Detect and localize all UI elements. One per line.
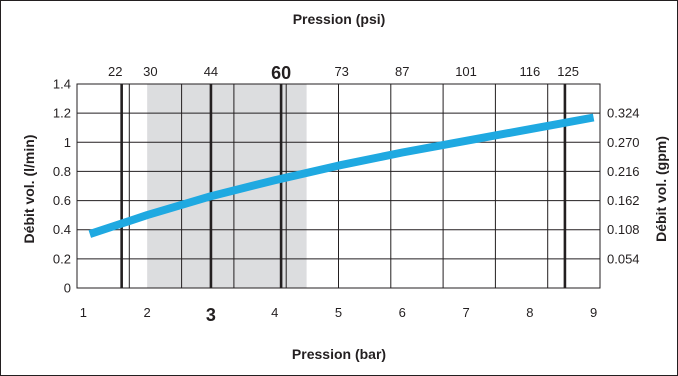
y-left-tick-label: 0.2 <box>53 251 71 266</box>
x-tick-label: 9 <box>590 305 597 320</box>
shaded-region-layer <box>147 84 307 288</box>
series-line-flow <box>88 113 595 238</box>
x-tick-label: 1 <box>80 305 87 320</box>
psi-tick-label: 22 <box>108 64 122 79</box>
x-tick-label: 7 <box>462 305 469 320</box>
y-left-tick-label: 0.8 <box>53 164 71 179</box>
y-left-tick-label: 1 <box>64 135 71 150</box>
plot-border <box>76 83 601 289</box>
y-left-tick-label: 1.2 <box>53 106 71 121</box>
y-right-tick-label: 0.216 <box>607 164 640 179</box>
y-left-tick-label: 0.6 <box>53 193 71 208</box>
x-axis-title: Pression (bar) <box>292 346 386 362</box>
psi-tick-label: 44 <box>204 64 218 79</box>
x-tick-label: 6 <box>399 305 406 320</box>
y-left-tick-label: 0.4 <box>53 222 71 237</box>
x-tick-label: 5 <box>335 305 342 320</box>
y-right-tick-label: 0.108 <box>607 222 640 237</box>
y-right-tick-label: 0.324 <box>607 106 640 121</box>
y-right-tick-labels: 0.054 0.108 0.162 0.216 0.270 0.324 <box>607 106 640 267</box>
psi-tick-label: 87 <box>395 64 409 79</box>
grid-layer <box>77 84 600 288</box>
top-axis-title: Pression (psi) <box>293 11 386 27</box>
y-right-axis-title: Débit vol. (gpm) <box>653 136 669 242</box>
psi-tick-labels: 22 30 44 60 73 87 101 116 125 <box>108 63 579 83</box>
x-tick-label: 4 <box>271 305 278 320</box>
y-right-tick-label: 0.162 <box>607 193 640 208</box>
y-right-tick-label: 0.270 <box>607 135 640 150</box>
y-left-tick-labels: 0 0.2 0.4 0.6 0.8 1 1.2 1.4 <box>53 77 71 296</box>
psi-tick-label: 101 <box>455 64 477 79</box>
psi-tick-label: 116 <box>519 64 540 79</box>
x-tick-label: 8 <box>526 305 533 320</box>
y-left-axis-title: Débit vol. (l/min) <box>21 135 37 244</box>
psi-tick-label: 30 <box>143 64 157 79</box>
psi-tick-label: 60 <box>271 63 291 83</box>
psi-tick-label: 73 <box>334 64 348 79</box>
y-right-tick-label: 0.054 <box>607 251 640 266</box>
y-left-tick-label: 0 <box>64 281 71 296</box>
emphasis-lines-layer <box>120 84 567 288</box>
x-tick-label: 2 <box>144 305 151 320</box>
psi-tick-label: 125 <box>557 64 579 79</box>
x-tick-label: 3 <box>206 305 216 325</box>
x-tick-labels: 1 2 3 4 5 6 7 8 9 <box>80 305 597 325</box>
y-left-tick-label: 1.4 <box>53 77 71 92</box>
series-layer <box>88 113 595 238</box>
shaded-pressure-range <box>147 84 307 288</box>
